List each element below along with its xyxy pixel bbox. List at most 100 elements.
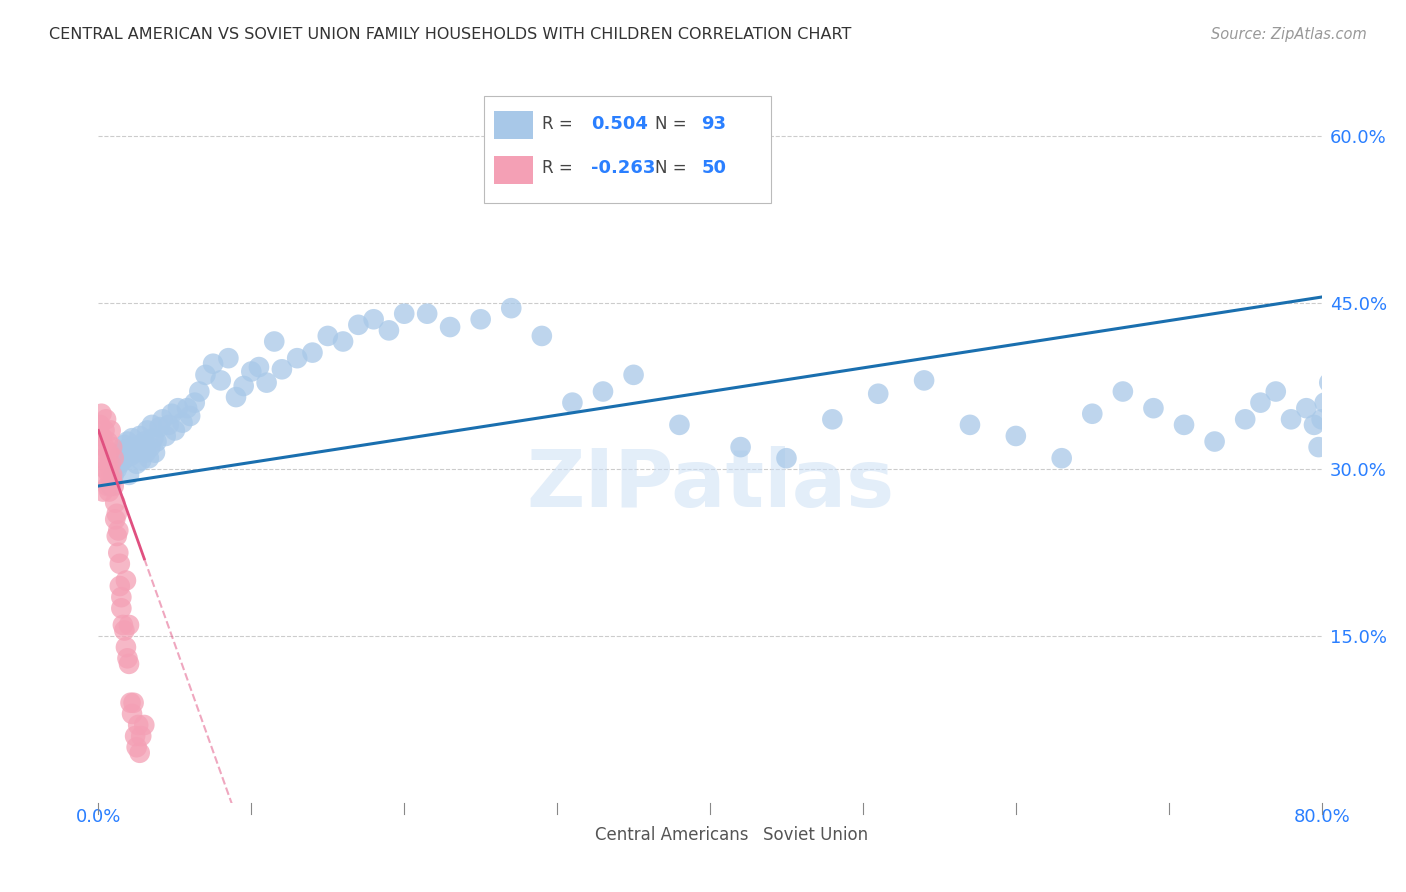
Point xyxy=(416,307,439,321)
Point xyxy=(105,507,128,521)
Point xyxy=(217,351,239,366)
Point xyxy=(115,574,138,588)
Point xyxy=(98,467,121,482)
Point xyxy=(301,345,323,359)
Point xyxy=(108,579,131,593)
Point xyxy=(179,409,201,423)
Point xyxy=(122,696,145,710)
Point xyxy=(100,479,122,493)
Point xyxy=(90,407,112,421)
Point xyxy=(149,420,172,434)
Point xyxy=(108,557,131,571)
Point xyxy=(347,318,370,332)
Point xyxy=(1279,412,1302,426)
Text: Source: ZipAtlas.com: Source: ZipAtlas.com xyxy=(1211,27,1367,42)
Point xyxy=(129,453,152,467)
Point xyxy=(1326,401,1348,416)
Point xyxy=(1204,434,1226,449)
Point xyxy=(142,431,165,445)
Point xyxy=(129,729,152,743)
Point xyxy=(157,417,180,432)
Point xyxy=(1142,401,1164,416)
Point xyxy=(105,462,128,476)
Point xyxy=(1081,407,1104,421)
Point xyxy=(378,323,401,337)
Text: Central Americans: Central Americans xyxy=(595,826,748,844)
FancyBboxPatch shape xyxy=(494,156,533,184)
Point xyxy=(118,657,141,671)
FancyBboxPatch shape xyxy=(494,112,533,139)
Point xyxy=(94,412,117,426)
Point xyxy=(98,445,121,459)
Point xyxy=(122,440,145,454)
Point xyxy=(97,479,120,493)
Point xyxy=(145,434,167,449)
Point xyxy=(125,457,148,471)
Point xyxy=(209,373,232,387)
Point xyxy=(439,320,461,334)
Point xyxy=(240,364,263,378)
Point xyxy=(530,329,553,343)
Point xyxy=(868,386,890,401)
Point xyxy=(94,445,117,459)
Point xyxy=(118,618,141,632)
Point xyxy=(232,379,254,393)
Point xyxy=(561,395,583,409)
Point xyxy=(117,434,139,449)
Point xyxy=(107,546,129,560)
Text: 0.504: 0.504 xyxy=(592,115,648,133)
Point xyxy=(108,457,131,471)
Point xyxy=(128,746,150,760)
Point xyxy=(1295,401,1317,416)
Point xyxy=(104,496,127,510)
Point xyxy=(155,429,177,443)
Point xyxy=(1313,395,1336,409)
Point xyxy=(115,442,138,457)
Point xyxy=(101,467,124,482)
Point xyxy=(316,329,339,343)
Text: N =: N = xyxy=(655,160,686,178)
Point xyxy=(959,417,981,432)
Point xyxy=(730,440,752,454)
Point xyxy=(93,467,115,482)
Point xyxy=(120,696,142,710)
Point xyxy=(117,651,139,665)
Point xyxy=(163,424,186,438)
Point xyxy=(392,307,416,321)
Point xyxy=(152,412,174,426)
Point xyxy=(107,451,129,466)
Point xyxy=(1112,384,1135,399)
Point xyxy=(270,362,292,376)
Point xyxy=(134,718,156,732)
Point xyxy=(821,412,844,426)
Point xyxy=(160,407,183,421)
Point xyxy=(188,384,211,399)
Point xyxy=(225,390,247,404)
Point xyxy=(256,376,278,390)
Point xyxy=(100,424,122,438)
Point xyxy=(110,601,132,615)
Point xyxy=(668,417,690,432)
FancyBboxPatch shape xyxy=(724,827,755,843)
Text: 93: 93 xyxy=(702,115,727,133)
Point xyxy=(285,351,308,366)
Point xyxy=(332,334,354,349)
Point xyxy=(132,438,155,452)
Point xyxy=(111,618,134,632)
Point xyxy=(128,429,150,443)
Point xyxy=(363,312,385,326)
Point xyxy=(89,417,111,432)
Point xyxy=(172,416,194,430)
Point xyxy=(141,417,163,432)
Text: ZIPatlas: ZIPatlas xyxy=(526,446,894,524)
Point xyxy=(135,445,157,459)
Point xyxy=(127,718,149,732)
Text: R =: R = xyxy=(543,115,574,133)
FancyBboxPatch shape xyxy=(557,827,588,843)
Point xyxy=(115,640,138,655)
Point xyxy=(110,590,132,604)
Point xyxy=(111,453,134,467)
Point xyxy=(194,368,217,382)
Point xyxy=(134,434,156,449)
Point xyxy=(1317,376,1340,390)
